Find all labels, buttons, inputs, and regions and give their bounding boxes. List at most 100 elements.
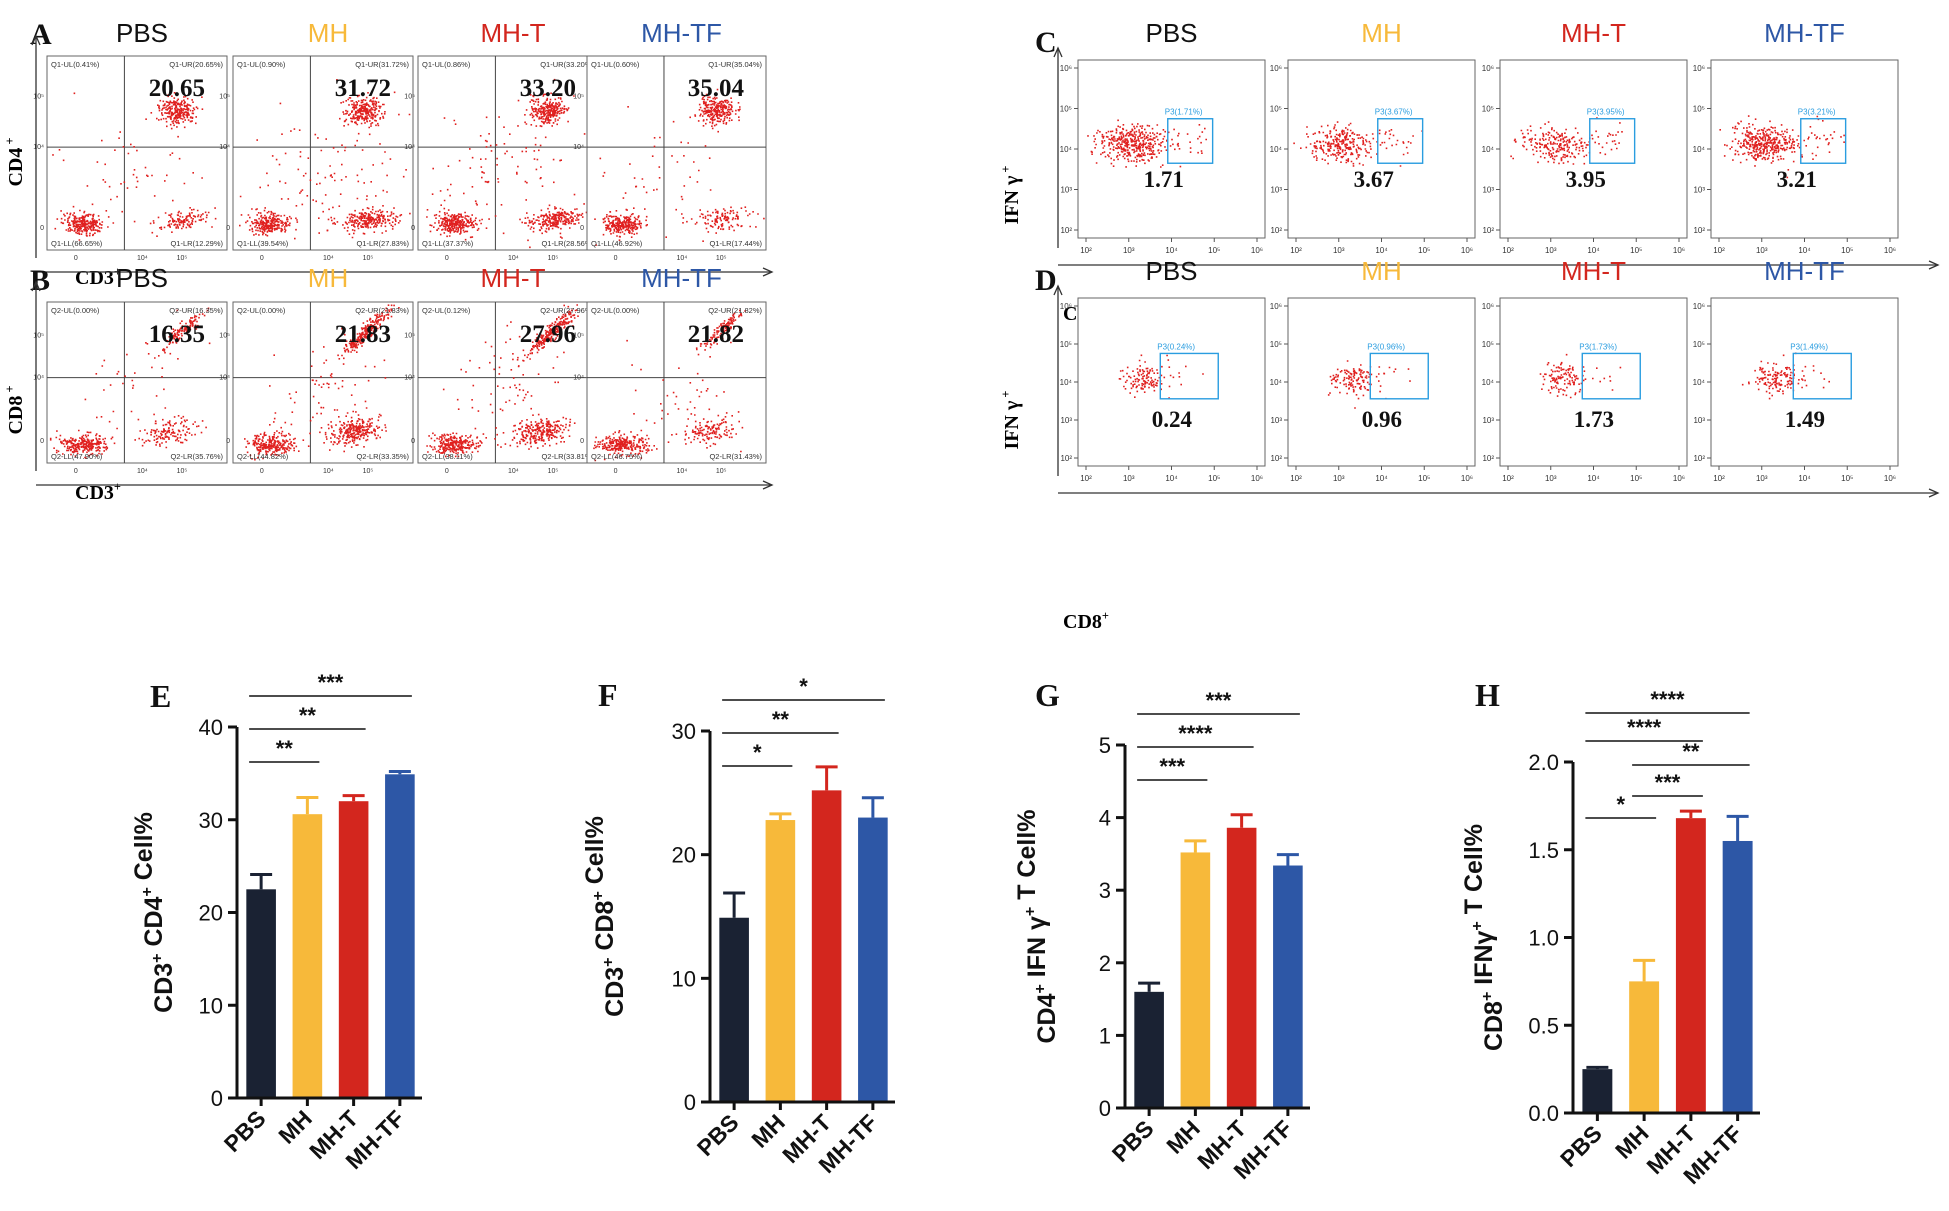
x-tick-label: 10⁴ (1587, 474, 1600, 483)
y-tick-label: 3 (1099, 878, 1111, 903)
y-tick-label: 2 (1099, 951, 1111, 976)
bar-mh (765, 820, 796, 1101)
quadrant-ur-value: 27.96 (520, 321, 576, 348)
group-header-mh-tf: MH-TF (641, 18, 722, 48)
gate-value: 0.24 (1152, 407, 1193, 432)
y-tick-label: 10² (1482, 454, 1494, 463)
gate-box (1159, 352, 1219, 400)
y-tick-label: 10⁴ (573, 375, 584, 382)
quadrant-plot-mh: MH Q1-UL(0.90%) Q1-UR(31.72%) Q1-LL(39.54%)… (219, 18, 414, 262)
group-header-mh-tf: MH-TF (1764, 18, 1845, 48)
dot-cluster (695, 309, 746, 356)
x-tick-label: 10⁵ (1630, 474, 1642, 483)
significance-label: ** (299, 703, 317, 728)
significance-label: **** (1627, 715, 1662, 740)
x-tick-label: 10⁵ (548, 255, 559, 262)
x-tick-label: 10⁴ (1798, 474, 1811, 483)
y-axis-label: CD3+ CD8+ Cell% (581, 816, 629, 1017)
panel-letter-c: C (1035, 26, 1057, 59)
quadrant-label-ul: Q1-UL(0.41%) (51, 60, 100, 69)
dot-cluster (1719, 115, 1812, 171)
x-tick-label: 10⁴ (1587, 246, 1600, 255)
plot-frame (1077, 59, 1266, 239)
significance-label: * (799, 674, 808, 699)
y-tick-label: 10⁵ (219, 332, 230, 339)
plot-frame (417, 301, 599, 464)
plot-frame (586, 301, 767, 464)
gate-label: P3(1.73%) (1579, 342, 1617, 351)
y-axis-arrowhead (31, 280, 41, 292)
quadrant-ur-value: 31.72 (335, 75, 391, 102)
y-tick-label: 10⁴ (1270, 145, 1283, 154)
y-tick-label: 10⁴ (1693, 378, 1706, 387)
bar-mh-tf (385, 774, 415, 1097)
dot-cluster (239, 207, 299, 237)
gate-value: 3.21 (1777, 167, 1817, 192)
x-tick-label: 10² (1713, 474, 1725, 483)
x-tick-label-pbs: PBS (692, 1109, 744, 1161)
quadrant-ur-value: 21.82 (688, 321, 744, 348)
y-tick-label: 10³ (1270, 186, 1282, 195)
gate-label: P3(1.49%) (1790, 342, 1828, 351)
quadrant-label-ur: Q2-UR(21.82%) (708, 306, 762, 315)
y-tick-label: 10⁵ (404, 94, 415, 101)
x-axis-label: CD3+ (75, 265, 121, 289)
panel-letter-d: D (1035, 264, 1057, 297)
quadrant-label-ur: Q2-UR(16.35%) (169, 306, 223, 315)
dot-cluster (145, 92, 204, 130)
x-tick-label: 10⁴ (676, 468, 687, 475)
significance-label: * (753, 740, 762, 765)
x-tick-label: 10⁴ (323, 255, 334, 262)
dot-cluster (594, 209, 648, 241)
plot-frame (1499, 297, 1688, 467)
quadrant-label-ur: Q1-UR(35.04%) (708, 60, 762, 69)
quadrant-plot-mh-tf: MH-TF Q1-UL(0.60%) Q1-UR(35.04%) Q1-LL(46.9… (573, 18, 767, 262)
y-tick-label: 10⁴ (33, 144, 44, 151)
y-tick-label: 4 (1099, 806, 1111, 831)
bar-mh-t (338, 801, 369, 1097)
y-axis-label: CD8 + (3, 385, 27, 434)
x-tick-label: 10⁶ (1461, 246, 1473, 255)
quadrant-label-lr: Q1-LR(17.44%) (709, 239, 762, 248)
x-tick-label: 10⁵ (1841, 246, 1853, 255)
y-tick-label: 0 (684, 1090, 696, 1115)
x-tick-label: 10⁴ (1798, 246, 1811, 255)
quadrant-label-ll: Q1-LL(37.37%) (422, 239, 474, 248)
bar-mh (1629, 981, 1660, 1112)
quadrant-ur-value: 20.65 (149, 75, 205, 102)
x-axis-arrowhead (1928, 260, 1940, 270)
x-axis-label: CD8+ (1063, 609, 1109, 633)
quadrant-plot-pbs: PBS Q1-UL(0.41%) Q1-UR(20.65%) Q1-LL(66.65%… (33, 18, 228, 262)
significance-label: *** (1206, 688, 1232, 713)
plot-frame (417, 55, 599, 251)
quadrant-label-lr: Q2-LR(31.43%) (709, 452, 762, 461)
y-tick-label: 0 (211, 1086, 223, 1111)
x-tick-label: 10³ (1545, 246, 1557, 255)
y-tick-label: 10⁴ (404, 144, 415, 151)
dot-cluster (682, 206, 765, 234)
y-tick-label: 10⁶ (1270, 302, 1282, 311)
y-tick-label: 10⁵ (1482, 105, 1494, 114)
quadrant-ur-value: 16.35 (149, 321, 205, 348)
gate-box (1377, 118, 1424, 164)
x-tick-label: 10⁴ (1375, 474, 1388, 483)
dot-cluster (54, 205, 109, 241)
y-tick-label: 0 (40, 438, 44, 445)
y-tick-label: 10⁵ (404, 332, 415, 339)
y-tick-label: 10⁴ (219, 144, 230, 151)
x-tick-label: 10³ (1545, 474, 1557, 483)
x-tick-label: 10⁵ (1418, 474, 1430, 483)
group-header-mh-t: MH-T (1561, 18, 1626, 48)
bar-mh (1180, 852, 1211, 1107)
x-tick-label: 10³ (1123, 474, 1135, 483)
x-tick-label: 10⁶ (1884, 246, 1896, 255)
dot-cluster (319, 410, 387, 453)
x-tick-label: 10⁵ (177, 468, 188, 475)
bar-pbs (246, 889, 276, 1097)
quadrant-label-ur: Q1-UR(20.65%) (169, 60, 223, 69)
x-tick-label: 0 (74, 255, 78, 262)
quadrant-label-ll: Q2-LL(47.90%) (51, 452, 103, 461)
y-tick-label: 1 (1099, 1023, 1111, 1048)
x-tick-label: 10⁵ (363, 468, 374, 475)
